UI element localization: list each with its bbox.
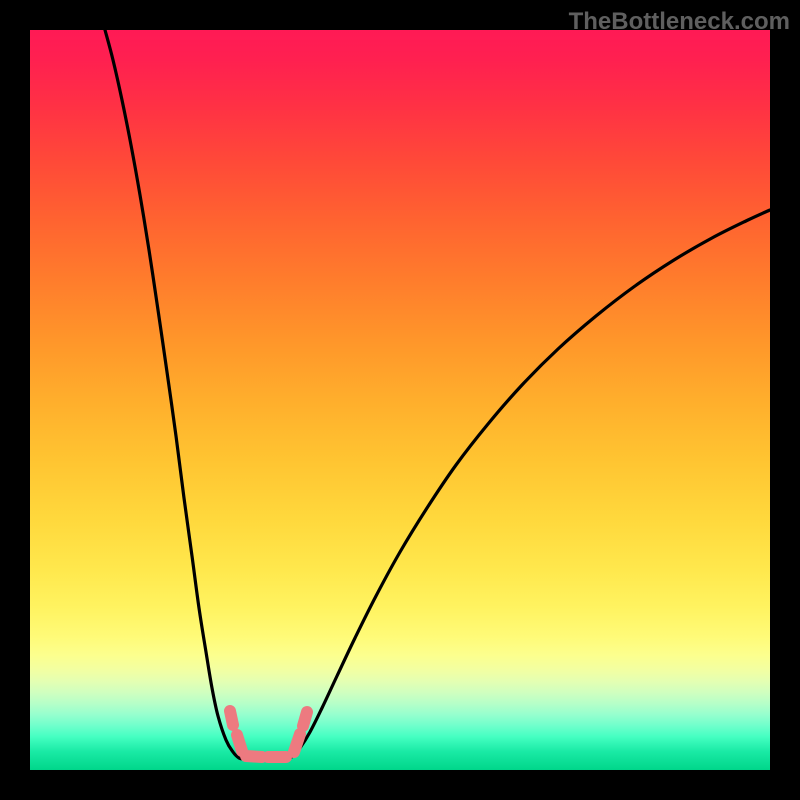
chart-root: TheBottleneck.com <box>0 0 800 800</box>
valley-marker-segment <box>230 711 233 725</box>
valley-marker-segment <box>294 734 300 752</box>
valley-marker-segment <box>237 735 242 751</box>
valley-marker-segment <box>246 756 262 757</box>
bottleneck-chart <box>0 0 800 800</box>
watermark-text: TheBottleneck.com <box>569 8 790 36</box>
plot-background <box>30 30 770 770</box>
valley-marker-segment <box>303 712 307 726</box>
